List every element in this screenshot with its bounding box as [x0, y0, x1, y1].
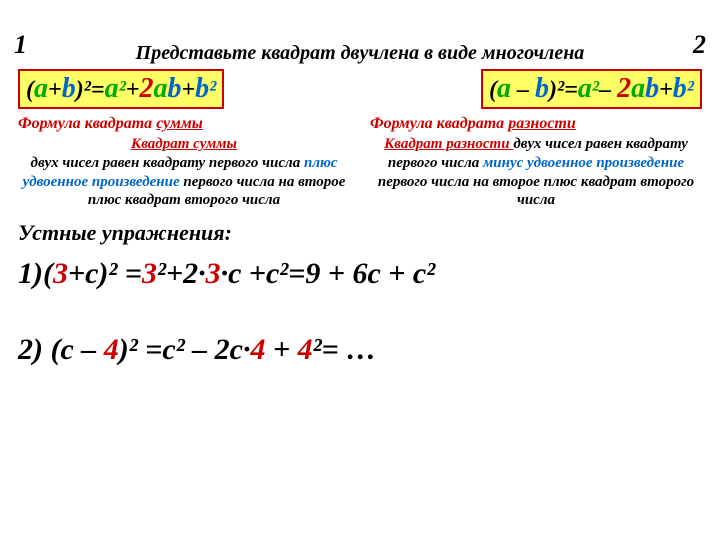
desc-sum-t2: двух чисел равен квадрату первого числа [31, 155, 304, 171]
f-diff-b3: b [673, 73, 687, 104]
f-diff-b1: b [535, 73, 549, 104]
corner-number-right: 2 [693, 30, 706, 60]
f-diff-plus: + [659, 77, 673, 103]
ex1-e: ²+2· [157, 257, 206, 290]
ex2-a: 2) (c – [18, 333, 104, 366]
f-sum-sq2: ² [209, 77, 216, 103]
descriptions-row: Квадрат суммы двух чисел равен квадрату … [0, 135, 720, 210]
ex1-b: 3 [53, 257, 68, 290]
f-sum-paren1: ( [26, 77, 34, 103]
page-title: Представьте квадрат двучлена в виде мног… [0, 0, 720, 69]
formulas-row: (a+b)²=a²+2ab+b² (a – b)²=a²– 2ab+b² [0, 69, 720, 109]
f-sum-a3: a [153, 73, 167, 104]
f-sum-plus1: + [48, 77, 62, 103]
caption-diff-underline: разности [508, 115, 576, 132]
ex1-c: +c)² = [68, 257, 142, 290]
f-diff-a1: a [497, 73, 511, 104]
f-diff-two: 2 [617, 73, 631, 104]
f-sum-two: 2 [139, 73, 153, 104]
formula-sum-box: (a+b)²=a²+2ab+b² [18, 69, 224, 109]
description-diff: Квадрат разности двух чисел равен квадра… [370, 135, 702, 210]
desc-sum-t1: Квадрат суммы [131, 136, 237, 152]
ex2-d: 4 [251, 333, 266, 366]
caption-diff: Формула квадрата разности [350, 115, 702, 133]
f-sum-plus2: + [126, 77, 140, 103]
ex1-a: 1)( [18, 257, 53, 290]
caption-sum-text: Формула квадрата [18, 115, 156, 132]
formula-diff-box: (a – b)²=a²– 2ab+b² [481, 69, 702, 109]
captions-row: Формула квадрата суммы Формула квадрата … [0, 109, 720, 135]
f-diff-minus1: – [511, 77, 535, 103]
desc-diff-t1: Квадрат разности [384, 136, 513, 152]
caption-diff-text: Формула квадрата [370, 115, 508, 132]
f-diff-minus2: – [599, 77, 617, 103]
f-sum-a2: a [105, 73, 119, 104]
exercise-1: 1)(3+c)² =3²+2·3·c +c²=9 + 6c + c² [0, 250, 720, 298]
ex2-e: + [266, 333, 298, 366]
f-diff-sq2: ² [687, 77, 694, 103]
f-diff-b2: b [645, 73, 659, 104]
caption-sum-underline: суммы [156, 115, 203, 132]
exercises-title: Устные упражнения: [0, 210, 720, 250]
ex1-d: 3 [142, 257, 157, 290]
caption-sum: Формула квадрата суммы [18, 115, 350, 133]
ex2-f: 4 [298, 333, 313, 366]
ex1-g: ·c +c²=9 + 6c + c² [221, 257, 436, 290]
ex1-f: 3 [206, 257, 221, 290]
f-sum-b2: b [167, 73, 181, 104]
f-sum-b3: b [195, 73, 209, 104]
f-diff-a2: a [578, 73, 592, 104]
f-diff-a3: a [631, 73, 645, 104]
corner-number-left: 1 [14, 30, 27, 60]
exercise-2: 2) (c – 4)² =c² – 2c·4 + 4²= … [0, 326, 720, 374]
f-sum-b1: b [62, 73, 76, 104]
f-sum-a1: a [34, 73, 48, 104]
f-sum-sq1: ² [119, 77, 126, 103]
f-sum-paren2: )²= [76, 77, 105, 103]
ex2-c: )² =c² – 2c· [119, 333, 251, 366]
f-diff-paren2: )²= [549, 77, 578, 103]
ex2-b: 4 [104, 333, 119, 366]
desc-diff-t4: первого числа на второе плюс квадрат вто… [378, 174, 694, 209]
f-sum-plus3: + [181, 77, 195, 103]
desc-diff-t3: минус удвоенное произведение [483, 155, 684, 171]
f-diff-paren1: ( [489, 77, 497, 103]
description-sum: Квадрат суммы двух чисел равен квадрату … [18, 135, 350, 210]
ex2-g: ²= … [313, 333, 377, 366]
